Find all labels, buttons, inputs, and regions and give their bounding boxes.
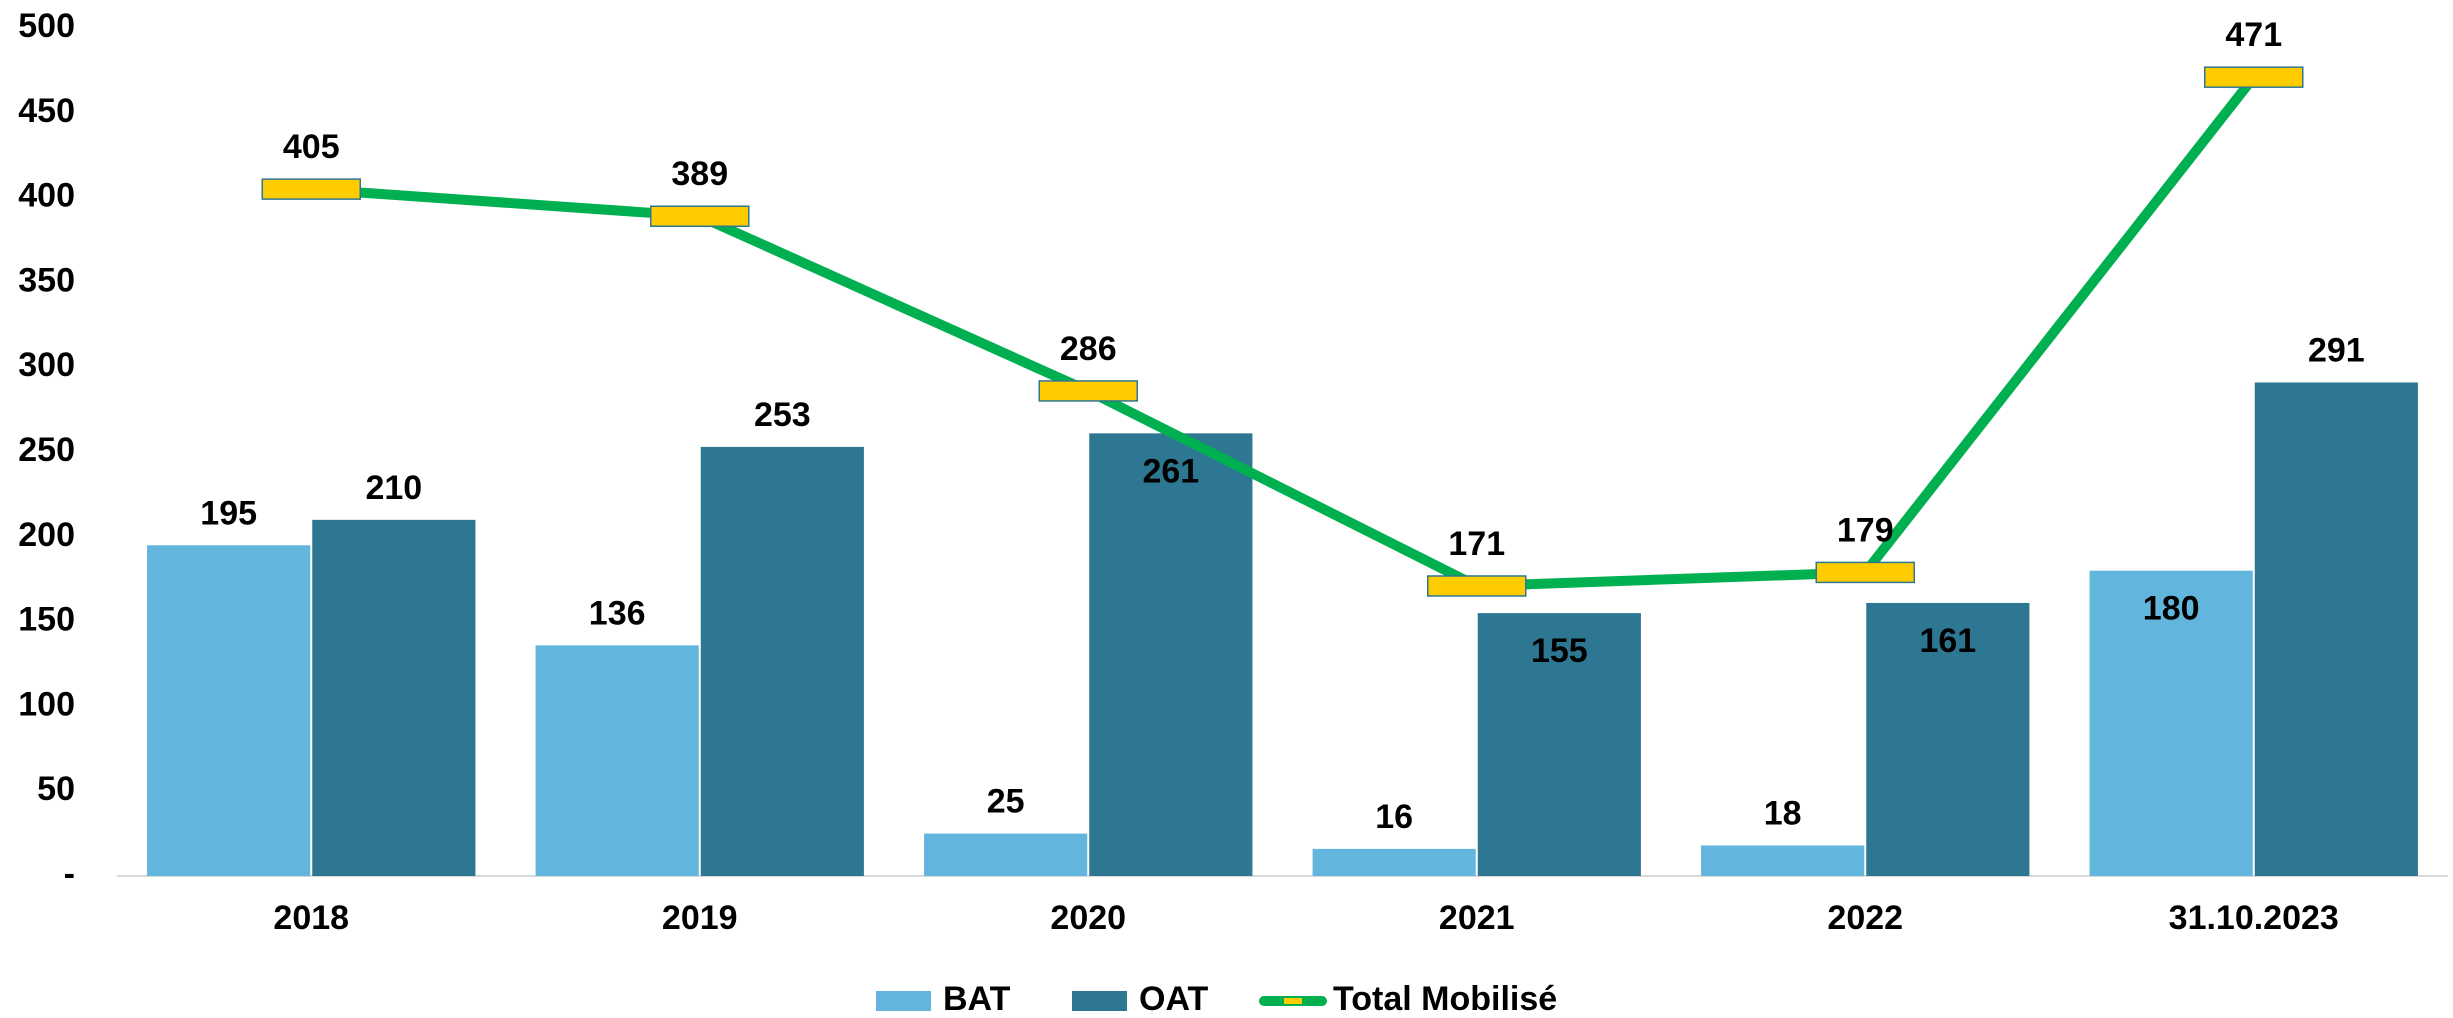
x-tick-label: 2018	[273, 899, 349, 937]
data-label: 405	[283, 128, 340, 166]
bar	[700, 446, 864, 876]
bar	[924, 833, 1088, 876]
y-tick-label: 350	[18, 261, 75, 299]
legend-swatch	[1072, 991, 1127, 1011]
x-tick-label: 2021	[1439, 899, 1515, 937]
data-label: 161	[1919, 622, 1976, 660]
legend-label: BAT	[943, 980, 1011, 1018]
data-label: 253	[754, 396, 811, 434]
legend-label: Total Mobilisé	[1333, 980, 1557, 1018]
data-label: 180	[2143, 590, 2200, 628]
bar	[1477, 613, 1641, 876]
bar	[1866, 602, 2030, 876]
legend-swatch	[1284, 998, 1302, 1004]
x-tick-label: 2019	[662, 899, 738, 937]
bar	[147, 545, 311, 876]
data-label: 179	[1837, 511, 1894, 549]
data-label: 261	[1142, 452, 1199, 490]
data-label: 16	[1375, 798, 1413, 836]
marker	[1038, 380, 1138, 402]
data-label: 471	[2225, 16, 2282, 54]
bar	[312, 519, 476, 876]
legend-label: OAT	[1139, 980, 1208, 1018]
y-tick-label: 400	[18, 177, 75, 215]
bar	[2254, 382, 2418, 876]
legend-swatch	[876, 991, 931, 1011]
bar	[1312, 848, 1476, 876]
x-tick-label: 31.10.2023	[2169, 899, 2339, 937]
bar	[535, 645, 699, 876]
data-label: 389	[671, 155, 728, 193]
marker	[261, 178, 361, 200]
bar	[2089, 570, 2253, 876]
data-label: 136	[589, 594, 646, 632]
x-tick-label: 2022	[1827, 899, 1903, 937]
marker	[2204, 66, 2304, 88]
y-tick-label: 300	[18, 346, 75, 384]
data-label: 171	[1448, 525, 1505, 563]
data-label: 195	[200, 494, 257, 532]
y-tick-label: 200	[18, 516, 75, 554]
y-tick-label: 450	[18, 92, 75, 130]
marker	[1815, 561, 1915, 584]
y-tick-label: 100	[18, 685, 75, 723]
data-label: 286	[1060, 330, 1117, 368]
data-label: 155	[1531, 632, 1588, 670]
data-label: 210	[365, 469, 422, 507]
bar	[1701, 845, 1865, 876]
y-tick-label: 50	[37, 770, 75, 808]
marker	[650, 205, 750, 228]
y-tick-label: 500	[18, 7, 75, 45]
y-tick-label: 250	[18, 431, 75, 469]
marker	[1427, 575, 1527, 597]
y-tick-label: 150	[18, 601, 75, 639]
data-label: 291	[2308, 331, 2365, 369]
data-label: 25	[987, 783, 1025, 821]
x-tick-label: 2020	[1050, 899, 1126, 937]
data-label: 18	[1764, 794, 1802, 832]
bar	[1089, 433, 1253, 876]
y-tick-label: -	[64, 855, 75, 893]
line	[310, 74, 2258, 591]
